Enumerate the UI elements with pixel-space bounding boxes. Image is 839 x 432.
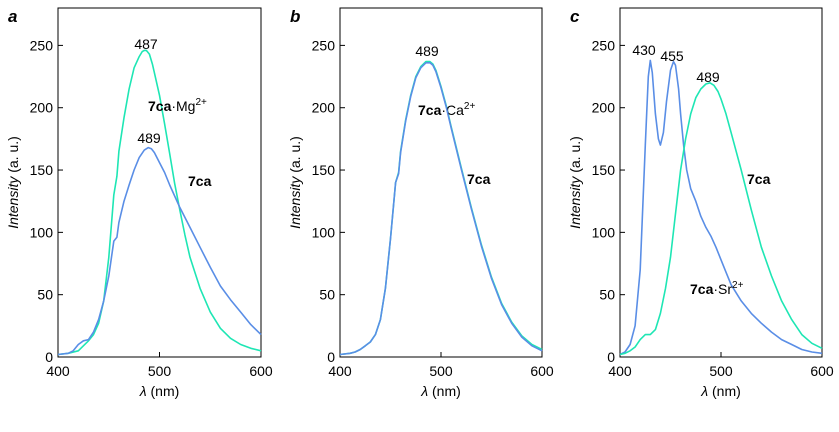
y-tick-label: 200 xyxy=(30,100,54,116)
x-axis-symbol: λ xyxy=(420,383,428,399)
peak-annotation: 489 xyxy=(415,43,439,59)
series-label: 7ca xyxy=(467,171,491,187)
series-label-compound: 7ca xyxy=(690,281,714,297)
panel-b: 0 50 100 150 200 250 400 500 600 λ (nm) Intensity … xyxy=(287,7,554,399)
x-tick-label: 400 xyxy=(608,363,632,379)
panel-a: 0 50 100 150 200 250 400 500 600 λ (nm) Intensity … xyxy=(5,7,273,399)
series-line-7ca xyxy=(619,82,823,356)
y-axis-unit: (a. u.) xyxy=(567,136,583,176)
y-tick-label: 200 xyxy=(592,100,616,116)
y-axis-label: Intensity (a. u.) xyxy=(287,136,303,229)
peak-annotation: 430 xyxy=(632,42,656,58)
series-label-charge: 2+ xyxy=(195,97,207,108)
y-axis-unit: (a. u.) xyxy=(287,136,303,176)
y-tick-label: 100 xyxy=(312,224,336,240)
x-tick-label: 400 xyxy=(46,363,70,379)
series-label-ion: ·Mg xyxy=(171,98,195,114)
series-label: 7ca xyxy=(747,171,771,187)
x-axis-label: λ (nm) xyxy=(700,383,741,399)
x-tick-label: 600 xyxy=(810,363,834,379)
y-tick-label: 0 xyxy=(45,349,53,365)
peak-annotation: 487 xyxy=(134,36,158,52)
y-tick-label: 50 xyxy=(319,287,335,303)
panel-label: c xyxy=(570,7,580,26)
y-axis-label: Intensity (a. u.) xyxy=(567,136,583,229)
series-line-7ca·Mg2+ xyxy=(57,49,262,356)
y-tick-label: 150 xyxy=(30,162,54,178)
x-axis-symbol: λ xyxy=(700,383,708,399)
panel-c: 0 50 100 150 200 250 400 500 600 λ (nm) Intensity … xyxy=(567,7,834,399)
peak-annotation: 455 xyxy=(660,48,684,64)
y-tick-label: 250 xyxy=(30,37,54,53)
series-label: 7ca xyxy=(188,173,212,189)
series-label-compound: 7ca xyxy=(467,171,491,187)
peak-annotation: 489 xyxy=(696,69,720,85)
x-axis-label: λ (nm) xyxy=(420,383,461,399)
x-axis-symbol: λ xyxy=(139,383,147,399)
series-label-compound: 7ca xyxy=(747,171,771,187)
x-tick-label: 500 xyxy=(429,363,453,379)
x-tick-label: 400 xyxy=(328,363,352,379)
plot-frame xyxy=(339,7,543,358)
series-line-7ca xyxy=(57,146,262,356)
y-axis-title: Intensity xyxy=(567,176,583,229)
series-label-compound: 7ca xyxy=(148,98,172,114)
series-label-compound: 7ca xyxy=(418,102,442,118)
series-label-charge: 2+ xyxy=(732,280,744,291)
series-label: 7ca·Sr2+ xyxy=(690,280,744,297)
peak-annotation: 489 xyxy=(137,130,161,146)
x-tick-label: 600 xyxy=(249,363,273,379)
y-tick-label: 200 xyxy=(312,100,336,116)
series-line-7ca·Sr2+ xyxy=(619,59,823,356)
series-label-ion: ·Sr xyxy=(713,281,732,297)
x-tick-label: 500 xyxy=(709,363,733,379)
series-line-7ca xyxy=(339,62,543,356)
y-tick-label: 250 xyxy=(592,37,616,53)
x-axis-label: λ (nm) xyxy=(139,383,180,399)
x-axis-unit: (nm) xyxy=(708,383,741,399)
y-tick-label: 50 xyxy=(37,287,53,303)
y-tick-label: 0 xyxy=(327,349,335,365)
y-tick-label: 250 xyxy=(312,37,336,53)
panel-label: a xyxy=(8,7,17,26)
y-axis-unit: (a. u.) xyxy=(5,136,21,176)
series-label: 7ca·Mg2+ xyxy=(148,97,207,114)
y-tick-label: 100 xyxy=(592,224,616,240)
panel-label: b xyxy=(290,7,300,26)
x-axis-unit: (nm) xyxy=(428,383,461,399)
plot-frame xyxy=(57,7,262,358)
y-axis-label: Intensity (a. u.) xyxy=(5,136,21,229)
x-tick-label: 500 xyxy=(148,363,172,379)
y-tick-label: 150 xyxy=(592,162,616,178)
y-tick-label: 150 xyxy=(312,162,336,178)
x-tick-label: 600 xyxy=(530,363,554,379)
y-axis-title: Intensity xyxy=(287,176,303,229)
x-axis-unit: (nm) xyxy=(147,383,180,399)
series-label-compound: 7ca xyxy=(188,173,212,189)
y-axis-title: Intensity xyxy=(5,176,21,229)
y-tick-label: 100 xyxy=(30,224,54,240)
series-label: 7ca·Ca2+ xyxy=(418,101,475,118)
y-tick-label: 0 xyxy=(607,349,615,365)
series-label-charge: 2+ xyxy=(464,101,476,112)
y-tick-label: 50 xyxy=(599,287,615,303)
